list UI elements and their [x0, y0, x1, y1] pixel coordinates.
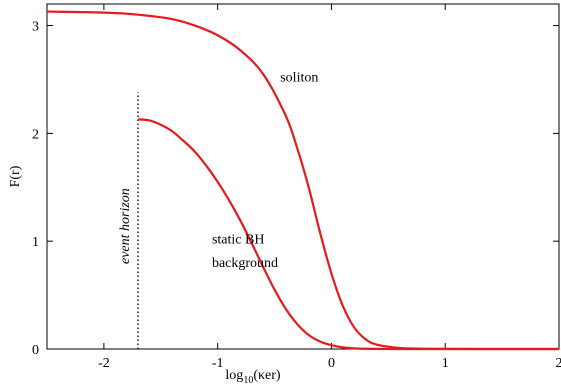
- annotations: soliton static BH background event horizon: [118, 71, 318, 271]
- series-line-soliton: [46, 10, 560, 351]
- y-tick-label: 1: [32, 235, 39, 250]
- plot-frame: [46, 3, 560, 350]
- ticks: [47, 4, 560, 350]
- x-tick-label: 0: [328, 356, 335, 371]
- x-axis-label-base: log: [225, 368, 243, 383]
- y-tick-label: 0: [32, 343, 39, 358]
- x-tick-label: -1: [212, 356, 224, 371]
- y-tick-label: 2: [32, 127, 39, 142]
- x-axis-label: log10(κer): [225, 368, 280, 385]
- x-tick-label: 1: [442, 356, 449, 371]
- series-line-static-bh-background: [137, 118, 559, 351]
- x-axis-label-rest: (κer): [253, 368, 281, 383]
- series-group: [46, 10, 560, 351]
- x-tick-label: 2: [556, 356, 561, 371]
- annotation-soliton: soliton: [280, 71, 318, 86]
- annotation-static-bh: static BH: [212, 232, 265, 247]
- x-tick-label: -2: [98, 356, 110, 371]
- annotation-background: background: [212, 256, 278, 271]
- tick-labels: -2 -1 0 1 2 0 1 2 3: [32, 20, 561, 371]
- y-axis-label: F(r): [8, 165, 23, 187]
- annotation-event-horizon: event horizon: [118, 188, 133, 264]
- x-axis-label-subscript: 10: [243, 375, 253, 385]
- y-tick-label: 3: [32, 20, 39, 35]
